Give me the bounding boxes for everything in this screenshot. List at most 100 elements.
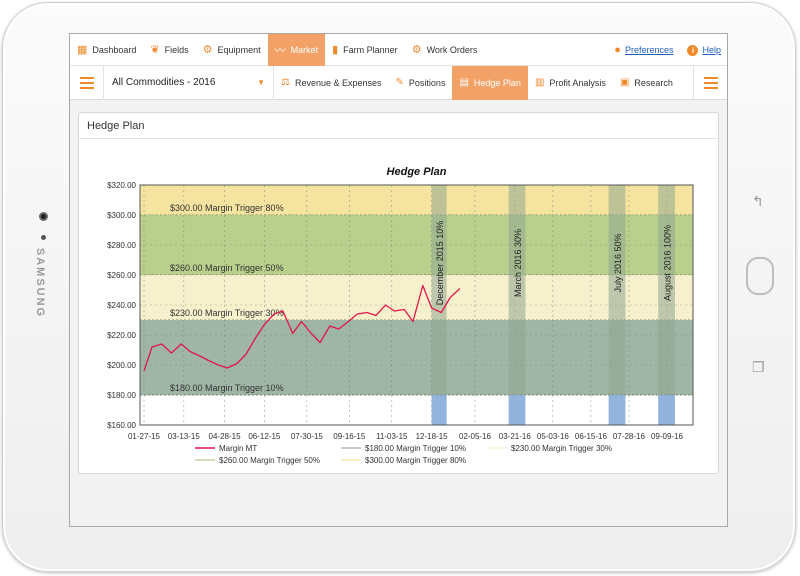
x-tick-label-12: 07-28-16 (613, 432, 646, 441)
x-tick-label-5: 09-16-15 (333, 432, 366, 441)
tab-label: Revenue & Expenses (294, 77, 382, 88)
gears-icon: ⚙ (411, 44, 422, 56)
recent-apps-icon[interactable]: ❐ (752, 359, 765, 375)
tab-label: Research (634, 77, 673, 88)
x-tick-label-13: 09-09-16 (651, 432, 684, 441)
window-1 (508, 185, 526, 395)
window-foot-3 (658, 395, 675, 425)
band-180 (140, 320, 693, 395)
nav-dashboard[interactable]: ▦ Dashboard (70, 34, 143, 66)
window-label-3: August 2016 100% (663, 225, 673, 301)
legend-label-2: $230.00 Margin Trigger 30% (511, 444, 612, 453)
bar-chart-icon: ▥ (534, 77, 545, 88)
band-label-230: $230.00 Margin Trigger 30% (170, 308, 284, 318)
band-label-180: $180.00 Margin Trigger 10% (170, 383, 284, 393)
back-icon[interactable]: ↰ (752, 193, 764, 209)
nav-farm-planner[interactable]: ▮ Farm Planner (325, 34, 405, 66)
tab-label: Positions (408, 77, 446, 88)
sensor-icon (41, 235, 46, 240)
x-tick-label-8: 02-05-16 (459, 432, 492, 441)
preferences-link[interactable]: Preferences (624, 45, 674, 55)
bookmark-icon: ▮ (332, 44, 339, 56)
plot-frame (139, 184, 694, 426)
nav-market[interactable]: 〰 Market (267, 34, 326, 66)
y-tick-label-6: $280.00 (107, 241, 136, 250)
camera-icon (39, 212, 48, 221)
chart-title: Hedge Plan (387, 166, 447, 178)
nav-label: Work Orders (426, 44, 478, 55)
x-tick-label-10: 05-03-16 (537, 432, 570, 441)
menu-icon[interactable] (70, 65, 104, 100)
y-tick-label-2: $200.00 (107, 361, 136, 370)
window-foot-0 (431, 395, 447, 425)
box-icon: ▣ (619, 77, 630, 88)
x-tick-label-0: 01-27-15 (128, 432, 161, 441)
hedge-plan-panel: Hedge Plan December 2015 10% March 2016 3… (78, 112, 719, 474)
menu-right-icon[interactable] (693, 66, 727, 100)
y-tick-label-4: $240.00 (107, 301, 136, 310)
nav-right: ● Preferences i Help (614, 34, 721, 66)
home-button[interactable] (746, 257, 774, 295)
book-icon: ▤ (459, 77, 469, 88)
y-tick-label-1: $180.00 (107, 391, 136, 400)
pen-icon: ✎ (395, 77, 404, 88)
nav-fields[interactable]: ❦ Fields (143, 34, 195, 66)
x-tick-label-6: 11-03-15 (376, 432, 408, 441)
legend-label-3: $260.00 Margin Trigger 50% (219, 456, 320, 465)
chart-svg: December 2015 10% March 2016 30% July 2016… (107, 166, 694, 465)
x-tick-label-3: 06-12-15 (248, 432, 281, 441)
x-tick-label-2: 04-28-15 (209, 432, 242, 441)
band-230 (140, 275, 693, 320)
y-tick-label-3: $220.00 (107, 331, 136, 340)
commodity-select-value: All Commodities - 2016 (112, 77, 216, 88)
nav-work-orders[interactable]: ⚙ Work Orders (405, 34, 485, 66)
panel-title: Hedge Plan (79, 113, 718, 139)
hedge-plan-chart: December 2015 10% March 2016 30% July 2016… (87, 143, 711, 468)
nav-label: Dashboard (92, 44, 137, 55)
tab-label: Hedge Plan (473, 77, 521, 88)
chart-line-icon: 〰 (274, 44, 286, 57)
x-tick-label-11: 06-15-16 (575, 432, 608, 441)
nav-equipment[interactable]: ⚙ Equipment (196, 34, 268, 66)
info-icon: i (687, 44, 699, 56)
tab-research[interactable]: ▣ Research (613, 66, 680, 100)
app-screen: ▦ Dashboard ❦ Fields ⚙ Equipment 〰 Marke… (69, 33, 728, 527)
y-tick-label-8: $320.00 (107, 181, 136, 190)
window-foot-1 (508, 395, 526, 425)
help-link[interactable]: Help (702, 45, 721, 55)
tab-profit-analysis[interactable]: ▥ Profit Analysis (528, 66, 613, 100)
nav-label: Market (290, 44, 319, 55)
y-tick-label-7: $300.00 (107, 211, 136, 220)
nav-label: Fields (164, 44, 189, 55)
y-tick-label-5: $260.00 (107, 271, 136, 280)
tab-hedge-plan[interactable]: ▤ Hedge Plan (452, 65, 528, 100)
chevron-down-icon: ▼ (257, 78, 265, 87)
leaf-icon: ❦ (150, 44, 160, 56)
user-icon: ● (614, 44, 621, 56)
band-label-260: $260.00 Margin Trigger 50% (170, 263, 284, 273)
window-label-1: March 2016 30% (513, 229, 523, 297)
y-tick-label-0: $160.00 (107, 421, 136, 430)
legend-label-0: Margin MT (219, 444, 257, 453)
scale-icon: ⚖ (281, 77, 290, 88)
window-label-2: July 2016 50% (613, 233, 623, 292)
sub-nav: All Commodities - 2016 ▼ ⚖ Revenue & Exp… (70, 65, 727, 100)
legend-label-1: $180.00 Margin Trigger 10% (365, 444, 466, 453)
nav-label: Equipment (217, 44, 261, 55)
tab-revenue-expenses[interactable]: ⚖ Revenue & Expenses (274, 66, 389, 100)
tab-positions[interactable]: ✎ Positions (389, 66, 453, 100)
top-nav: ▦ Dashboard ❦ Fields ⚙ Equipment 〰 Marke… (70, 34, 727, 66)
band-300 (140, 185, 693, 215)
band-label-300: $300.00 Margin Trigger 80% (170, 203, 284, 213)
tractor-icon: ⚙ (202, 44, 213, 56)
tab-label: Profit Analysis (549, 77, 606, 88)
commodity-select[interactable]: All Commodities - 2016 ▼ (104, 65, 274, 100)
device-brand: SAMSUNG (34, 247, 47, 319)
x-tick-label-4: 07-30-15 (291, 432, 324, 441)
legend-label-4: $300.00 Margin Trigger 80% (365, 456, 466, 465)
window-0 (431, 185, 447, 395)
series-margin-mt (143, 284, 461, 372)
x-tick-label-9: 03-21-16 (499, 432, 532, 441)
window-label-0: December 2015 10% (435, 221, 445, 306)
x-tick-label-1: 03-13-15 (168, 432, 201, 441)
